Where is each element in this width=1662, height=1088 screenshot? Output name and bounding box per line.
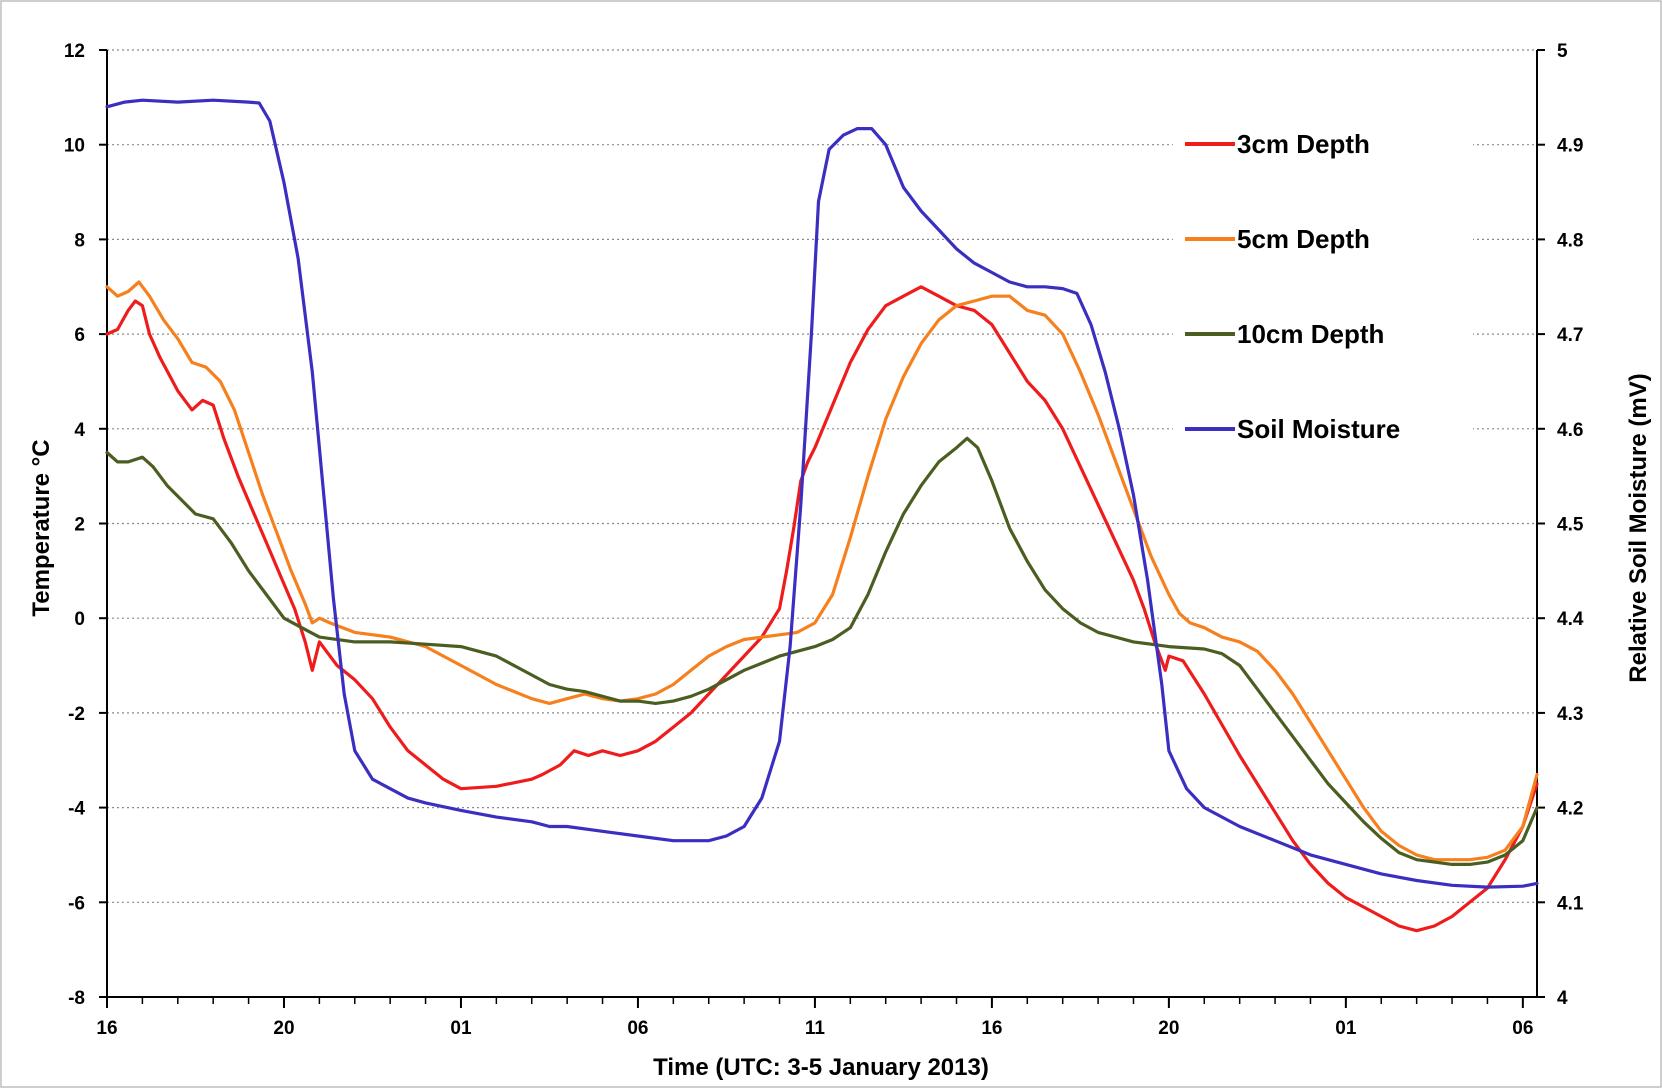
y2-tick-label: 4.1 [1557,893,1584,914]
legend: 3cm Depth 5cm Depth 10cm Depth Soil Moistur… [1173,120,1473,451]
y2-tick-label: 4.2 [1557,799,1583,820]
y-tick-label: 6 [74,325,85,346]
y2-tick-label: 5 [1557,41,1568,62]
x-tick-label: 20 [273,1018,294,1039]
legend-label-5cm-depth: 5cm Depth [1237,224,1370,254]
y-tick-label: 8 [74,230,85,251]
y2-tick-label: 4.4 [1557,609,1584,630]
y-tick-label: -4 [68,799,85,820]
x-tick-label: 20 [1158,1018,1179,1039]
y2-tick-label: 4.5 [1557,515,1584,536]
y2-tick-label: 4.8 [1557,230,1583,251]
axes [99,49,1545,1008]
x-tick-label: 01 [1335,1018,1357,1039]
legend-label-3cm-depth: 3cm Depth [1237,129,1370,159]
y-tick-label: -2 [68,704,85,725]
legend-label-soil-moisture: Soil Moisture [1237,414,1400,444]
x-tick-label: 16 [981,1018,1002,1039]
series-group [105,98,1539,933]
y-tick-label: -6 [68,893,85,914]
series-line-10cm-depth [105,436,1539,866]
series-line-5cm-depth [105,280,1539,862]
x-tick-label: 06 [1512,1018,1533,1039]
y-tick-label: 2 [74,515,85,536]
series-line-3cm-depth [105,285,1539,933]
x-tick-label: 16 [96,1018,117,1039]
x-tick-label: 06 [627,1018,648,1039]
y-tick-label: 12 [64,41,85,62]
y2-tick-label: 4 [1557,988,1568,1009]
tick-labels: -8 -6 -4 -2 0 2 4 6 8 10 12 4 4.1 4.2 4.3 4.4 4.5 4.6 4.7 4… [64,41,1584,1039]
y2-tick-label: 4.9 [1557,136,1583,157]
y2-tick-label: 4.3 [1557,704,1583,725]
series-line-soil-moisture [105,98,1539,889]
y-tick-label: 4 [74,420,85,441]
y2-tick-label: 4.6 [1557,420,1583,441]
y-tick-label: 0 [74,609,85,630]
x-tick-label: 11 [805,1018,826,1039]
y-tick-label: 10 [64,136,85,157]
y2-tick-label: 4.7 [1557,325,1583,346]
y2-axis-title: Relative Soil Moisture (mV) [1625,373,1652,682]
x-tick-label: 01 [450,1018,472,1039]
x-axis-title: Time (UTC: 3-5 January 2013) [653,1054,989,1081]
y-axis-title: Temperature °C [28,439,55,616]
legend-label-10cm-depth: 10cm Depth [1237,319,1384,349]
y-tick-label: -8 [68,988,85,1009]
